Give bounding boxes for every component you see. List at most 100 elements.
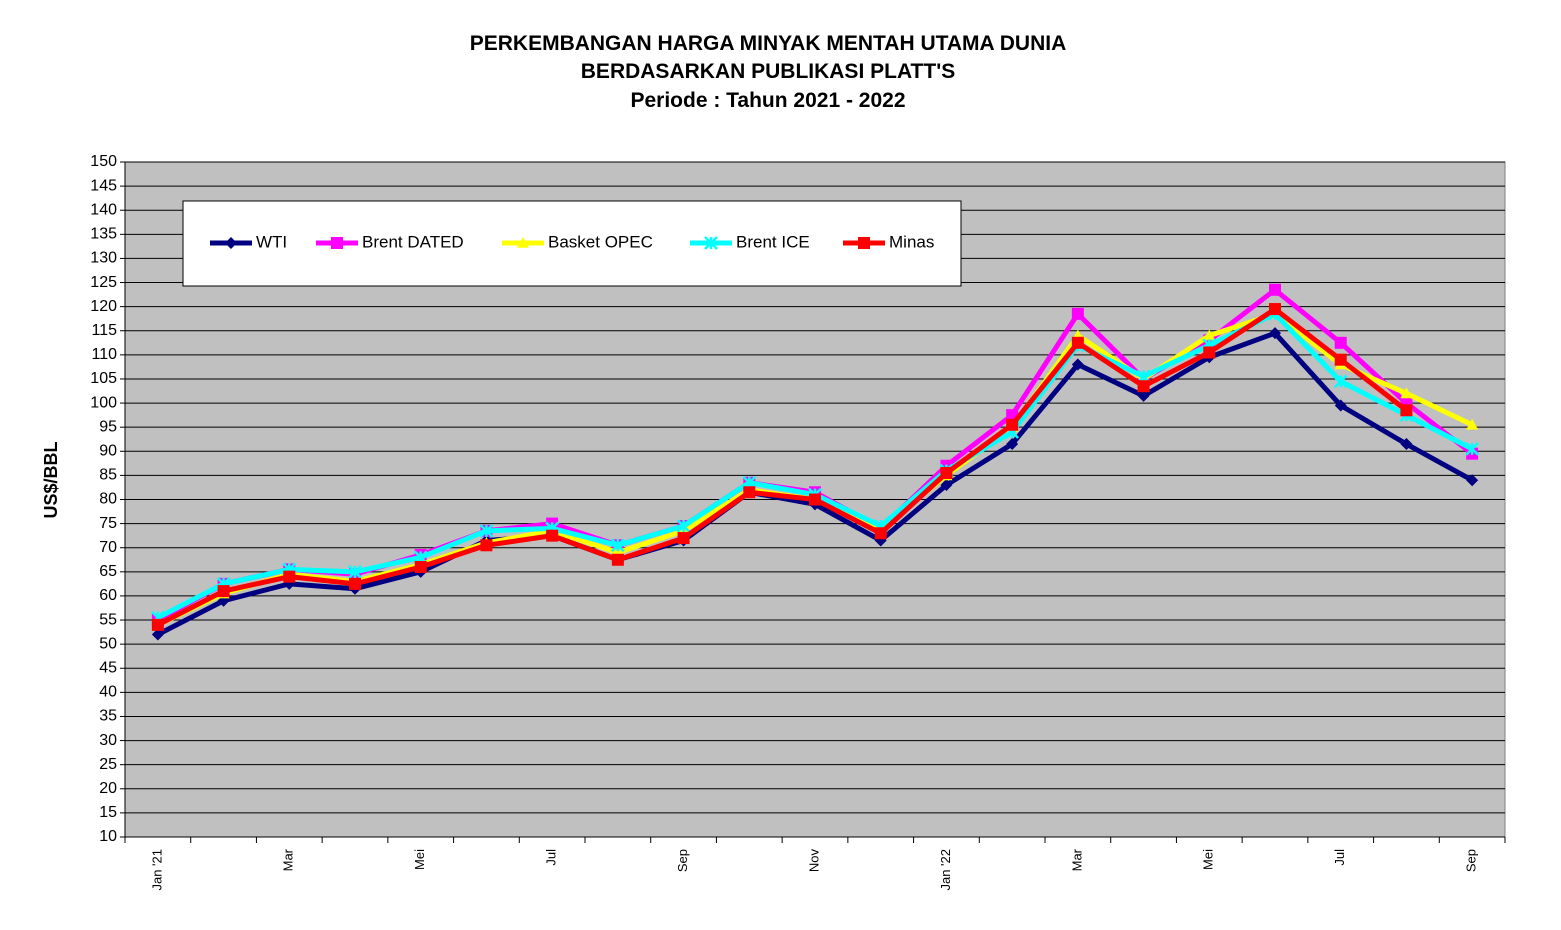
y-tick-label: 40 <box>99 684 117 701</box>
y-tick-label: 80 <box>99 491 117 508</box>
marker <box>676 519 691 533</box>
marker <box>1333 374 1348 389</box>
marker <box>874 527 887 540</box>
marker <box>1006 418 1019 431</box>
marker <box>1269 303 1281 316</box>
marker <box>225 237 237 249</box>
x-tick-label: Mei <box>1201 849 1216 870</box>
y-tick-label: 105 <box>90 370 117 387</box>
marker <box>479 523 494 538</box>
x-tick-label: Mar <box>281 848 296 871</box>
x-tick-label: Nov <box>806 849 821 873</box>
x-tick-label: Jan '21 <box>149 849 164 891</box>
y-tick-label: 35 <box>99 708 117 725</box>
marker <box>331 237 343 249</box>
y-tick-label: 75 <box>99 515 117 532</box>
marker <box>677 532 690 545</box>
y-tick-label: 60 <box>99 587 117 604</box>
marker <box>151 618 164 631</box>
marker <box>610 538 625 553</box>
y-tick-label: 100 <box>90 394 117 411</box>
y-tick-label: 70 <box>99 539 117 556</box>
legend-label: Minas <box>889 232 934 251</box>
marker <box>1137 389 1150 402</box>
y-tick-label: 10 <box>99 828 117 845</box>
series-line <box>156 306 1408 628</box>
y-tick-label: 55 <box>99 611 117 628</box>
marker <box>546 529 559 542</box>
marker <box>1334 353 1347 366</box>
marker <box>1269 283 1281 296</box>
marker <box>151 628 164 641</box>
series <box>151 303 1413 631</box>
marker <box>349 577 361 590</box>
y-tick-label: 125 <box>90 274 117 291</box>
y-tick-label: 25 <box>99 756 117 773</box>
chart-title: Periode : Tahun 2021 - 2022 <box>630 89 905 112</box>
marker <box>743 486 756 499</box>
y-tick-label: 135 <box>90 226 117 243</box>
y-tick-label: 20 <box>99 780 117 797</box>
marker <box>217 585 230 598</box>
legend-label: Brent ICE <box>736 232 810 251</box>
marker <box>704 236 718 250</box>
legend-box <box>182 200 962 287</box>
chart-title: PERKEMBANGAN HARGA MINYAK MENTAH UTAMA D… <box>470 32 1067 55</box>
y-tick-label: 145 <box>90 177 117 194</box>
marker <box>1466 418 1479 430</box>
y-tick-label: 110 <box>91 346 117 363</box>
x-tick-label: Jan '22 <box>938 849 953 891</box>
y-tick-label: 50 <box>99 635 117 652</box>
y-tick-label: 65 <box>99 563 117 580</box>
chart-title: BERDASARKAN PUBLIKASI PLATT'S <box>581 60 955 83</box>
marker <box>1400 438 1413 451</box>
y-axis-label: US$/BBL <box>41 441 61 518</box>
marker <box>1203 346 1216 359</box>
marker <box>1006 438 1019 451</box>
marker <box>1203 329 1216 341</box>
marker <box>1071 307 1084 320</box>
marker <box>809 493 821 506</box>
marker <box>1465 441 1480 456</box>
x-tick-label: Sep <box>1464 849 1479 872</box>
marker <box>414 561 427 573</box>
x-tick-label: Jul <box>1332 849 1347 866</box>
marker <box>517 237 529 248</box>
y-tick-label: 130 <box>90 250 117 267</box>
y-tick-label: 120 <box>90 298 117 315</box>
marker <box>1137 380 1150 393</box>
y-tick-label: 95 <box>99 418 117 435</box>
marker <box>283 570 296 583</box>
y-tick-label: 150 <box>90 153 117 170</box>
y-tick-label: 45 <box>99 659 117 676</box>
x-tick-label: Jul <box>544 849 559 866</box>
x-tick-label: Sep <box>675 849 690 872</box>
legend-label: Brent DATED <box>362 232 464 251</box>
marker <box>480 539 493 552</box>
y-tick-label: 115 <box>91 322 117 339</box>
marker <box>1334 399 1347 412</box>
marker <box>1400 404 1413 417</box>
marker <box>1466 474 1479 487</box>
marker <box>940 466 953 479</box>
legend-label: WTI <box>256 232 287 251</box>
marker <box>858 237 870 249</box>
marker <box>1269 327 1281 340</box>
marker <box>1334 336 1347 349</box>
y-tick-label: 90 <box>99 443 117 460</box>
marker <box>1071 336 1084 349</box>
marker <box>940 479 953 492</box>
y-tick-label: 140 <box>90 201 117 218</box>
legend-label: Basket OPEC <box>548 232 653 251</box>
marker <box>1400 387 1413 399</box>
x-tick-label: Mei <box>412 849 427 870</box>
y-tick-label: 85 <box>99 467 117 484</box>
x-tick-label: Mar <box>1069 848 1084 871</box>
legend: WTI Brent DATED Basket OPEC Brent ICE Minas <box>182 200 962 287</box>
y-tick-label: 15 <box>99 804 117 821</box>
marker <box>611 553 624 566</box>
marker <box>348 564 362 579</box>
y-tick-label: 30 <box>99 732 117 749</box>
marker <box>1071 358 1084 371</box>
